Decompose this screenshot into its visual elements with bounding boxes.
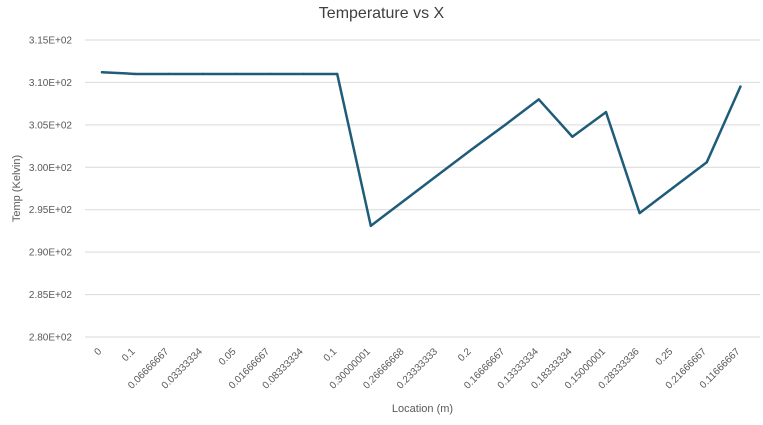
x-tick-label: 0.2: [456, 346, 474, 364]
data-point: [100, 71, 104, 74]
data-point: [302, 72, 305, 76]
x-tick-label: 0: [92, 346, 104, 358]
x-tick-label: 0.1: [322, 346, 340, 364]
data-point: [705, 160, 708, 164]
y-tick-label: 2.80E+02: [29, 333, 73, 344]
y-axis-title: Temp (Kelvin): [11, 155, 23, 222]
data-point: [134, 72, 137, 76]
data-point: [235, 72, 238, 76]
y-tick-label: 3.15E+02: [29, 36, 73, 47]
y-tick-label: 3.00E+02: [29, 163, 73, 174]
data-point: [571, 135, 574, 138]
data-point: [537, 98, 540, 101]
data-point: [739, 85, 742, 88]
x-tick-label: 0.1: [120, 346, 138, 364]
y-tick-label: 2.95E+02: [29, 205, 73, 216]
data-point: [470, 148, 473, 151]
data-point: [638, 211, 641, 215]
data-point: [336, 72, 339, 76]
data-point: [436, 173, 440, 177]
y-tick-label: 3.10E+02: [29, 78, 73, 89]
y-tick-label: 2.85E+02: [29, 290, 73, 301]
series-line: [100, 70, 742, 228]
data-point: [672, 186, 675, 189]
x-tick-label: 0.25: [654, 346, 676, 368]
data-point: [604, 110, 608, 114]
data-point: [268, 72, 272, 76]
data-point: [504, 123, 507, 127]
data-point: [369, 224, 372, 228]
x-tick-label: 0.05: [217, 346, 239, 368]
data-point: [168, 72, 171, 76]
y-tick-label: 2.90E+02: [29, 248, 73, 259]
x-axis-title: Location (m): [392, 403, 453, 415]
chart-title: Temperature vs X: [318, 5, 445, 22]
data-point: [403, 199, 406, 202]
data-point: [201, 72, 204, 76]
y-tick-label: 3.05E+02: [29, 120, 73, 131]
